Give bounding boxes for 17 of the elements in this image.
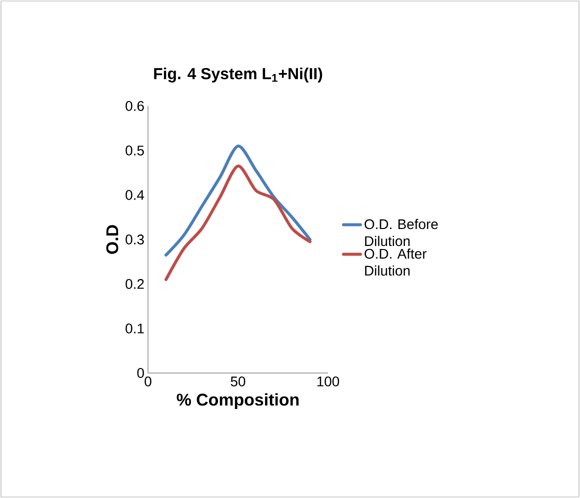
x-tick-label: 0 (144, 376, 152, 386)
line-series (164, 164, 312, 282)
x-tick-label: 100 (317, 376, 340, 386)
y-axis-title: O.D (106, 225, 118, 254)
x-axis-title: % Composition (176, 393, 299, 410)
y-tick-label: 0.2 (126, 279, 144, 289)
y-tick-label: 0 (137, 368, 144, 378)
legend-label: O.D. Before Dilution (364, 218, 438, 246)
y-tick-label: 0.5 (126, 146, 144, 156)
y-tick-label: 0.6 (126, 101, 144, 111)
y-tick-label: 0.3 (126, 234, 144, 244)
y-tick-label: 0.1 (126, 324, 144, 334)
legend-label: O.D. After Dilution (364, 248, 427, 276)
chart-title: Fig. 4 System L$_{1}$+Ni(II) (154, 68, 322, 82)
line-series (164, 144, 312, 257)
y-tick-label: 0.4 (126, 190, 144, 200)
x-tick-label: 50 (230, 376, 246, 386)
